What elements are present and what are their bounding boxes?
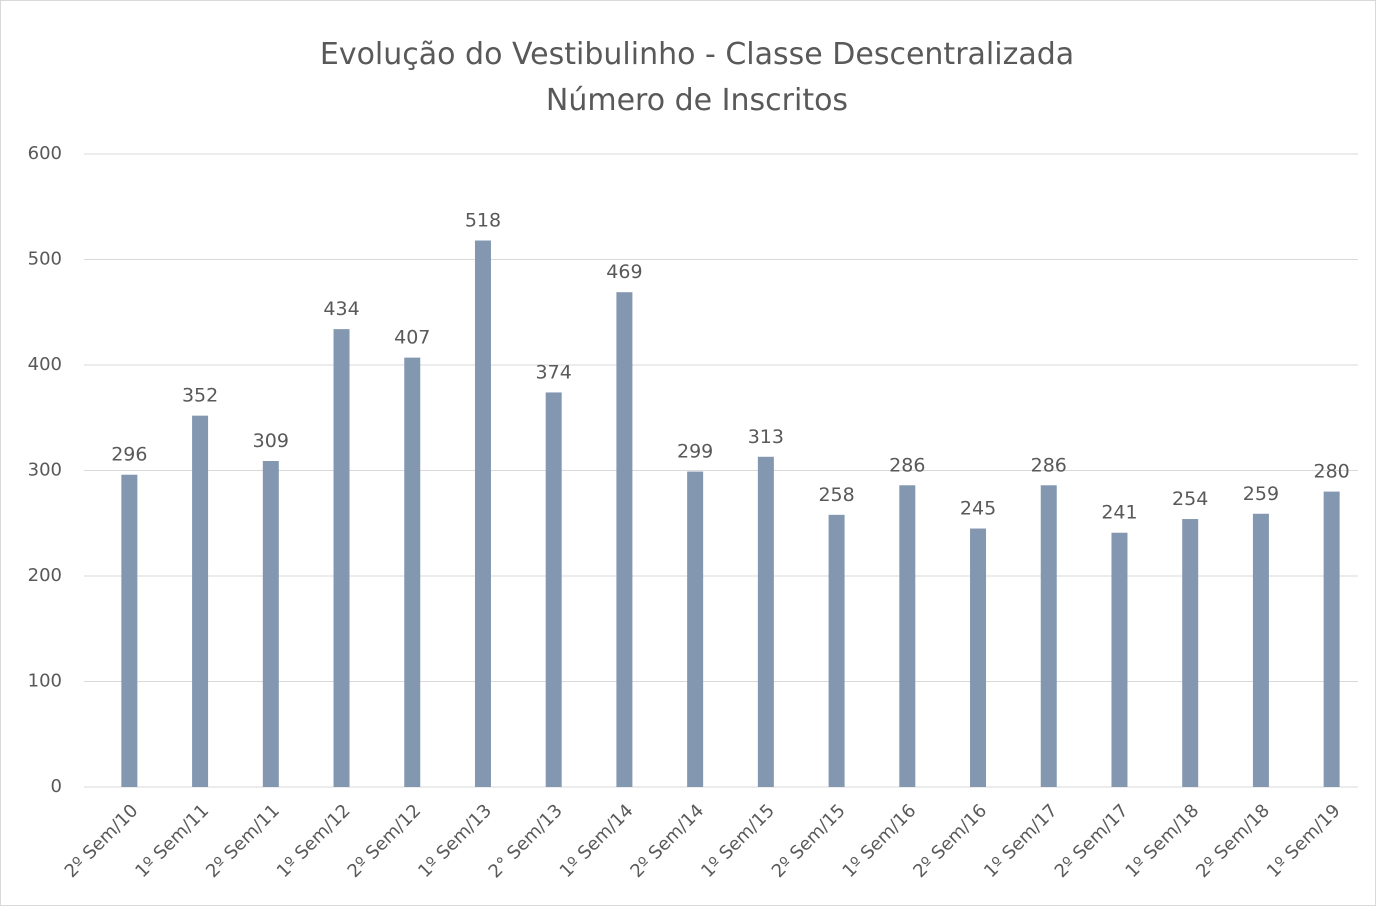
- bar: [1182, 519, 1199, 787]
- data-label: 469: [606, 261, 642, 283]
- bar: [1323, 491, 1340, 787]
- y-tick-label: 200: [28, 565, 62, 586]
- data-label: 374: [536, 361, 572, 383]
- bar: [1111, 532, 1128, 787]
- data-label: 258: [818, 484, 854, 506]
- y-tick-label: 600: [28, 143, 62, 164]
- data-label: 299: [677, 441, 713, 463]
- data-label: 286: [889, 454, 925, 476]
- bar: [404, 357, 421, 787]
- bar: [828, 514, 845, 787]
- bar: [333, 329, 350, 787]
- chart-title: Evolução do Vestibulinho - Classe Descen…: [320, 37, 1074, 72]
- bar: [1040, 485, 1057, 787]
- data-label: 286: [1031, 454, 1067, 476]
- bar: [687, 471, 704, 787]
- bar: [970, 528, 987, 787]
- bar: [121, 474, 138, 787]
- data-label: 407: [394, 327, 430, 349]
- data-label: 259: [1243, 483, 1279, 505]
- data-label: 254: [1172, 488, 1208, 510]
- bar: [757, 456, 774, 787]
- bar: [545, 392, 562, 787]
- y-tick-label: 0: [51, 776, 62, 797]
- data-label: 245: [960, 498, 996, 520]
- bar: [899, 485, 916, 787]
- data-label: 518: [465, 210, 501, 232]
- bar: [1252, 513, 1269, 787]
- chart-subtitle: Número de Inscritos: [546, 83, 848, 118]
- bar: [616, 292, 633, 787]
- data-label: 241: [1101, 502, 1137, 524]
- y-tick-label: 500: [28, 249, 62, 270]
- data-label: 280: [1314, 461, 1350, 483]
- y-tick-label: 100: [28, 671, 62, 692]
- data-label: 296: [111, 444, 147, 466]
- data-label: 309: [253, 430, 289, 452]
- y-tick-label: 300: [28, 460, 62, 481]
- y-tick-label: 400: [28, 354, 62, 375]
- bar: [262, 461, 279, 787]
- data-label: 313: [748, 426, 784, 448]
- bar: [192, 415, 209, 787]
- data-label: 352: [182, 385, 218, 407]
- bar: [474, 240, 491, 787]
- data-label: 434: [323, 298, 359, 320]
